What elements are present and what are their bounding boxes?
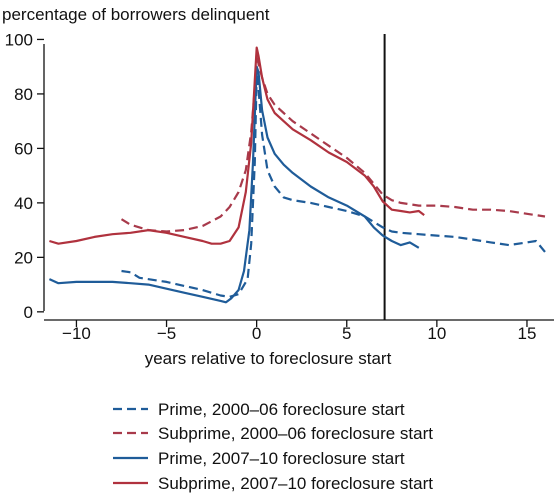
y-tick-label: 0 (24, 303, 33, 322)
y-axis: 0 20 40 60 80 100 (5, 30, 45, 322)
series-line-3 (48, 65, 420, 304)
x-tick-label: 0 (252, 324, 261, 343)
y-tick-label: 60 (14, 139, 33, 158)
legend-label-4: Subprime, 2007–10 foreclosure start (158, 474, 433, 493)
y-tick-label: 100 (5, 30, 33, 49)
legend-label-1: Prime, 2000–06 foreclosure start (158, 400, 405, 419)
x-tick-label: 10 (427, 324, 446, 343)
series-line-1 (121, 71, 546, 298)
series-line-2 (120, 52, 546, 233)
x-tick-label: 5 (342, 324, 351, 343)
x-axis-label: years relative to foreclosure start (145, 349, 392, 368)
x-axis: −10 −5 0 5 10 15 (44, 319, 554, 343)
series-layer (48, 46, 546, 304)
x-tick-label: 15 (518, 324, 537, 343)
y-tick-label: 20 (14, 248, 33, 267)
x-tick-label: −10 (62, 324, 91, 343)
x-ticks: −10 −5 0 5 10 15 (62, 320, 536, 343)
y-ticks: 0 20 40 60 80 100 (5, 30, 44, 322)
legend-label-2: Subprime, 2000–06 foreclosure start (158, 424, 433, 443)
y-tick-label: 80 (14, 85, 33, 104)
legend-label-3: Prime, 2007–10 foreclosure start (158, 449, 405, 468)
series-line-4 (49, 46, 425, 245)
legend: Prime, 2000–06 foreclosure start Subprime… (113, 400, 433, 493)
x-tick-label: −5 (157, 324, 176, 343)
y-tick-label: 40 (14, 194, 33, 213)
y-axis-label: percentage of borrowers delinquent (2, 5, 270, 24)
